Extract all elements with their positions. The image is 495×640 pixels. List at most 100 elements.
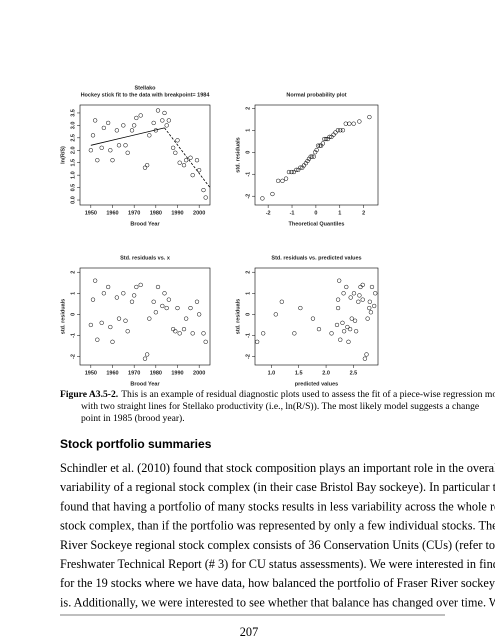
data-point xyxy=(347,121,352,126)
x-tick-label: 1.5 xyxy=(295,370,303,376)
data-point xyxy=(305,158,310,164)
data-point xyxy=(340,128,346,133)
data-point xyxy=(99,145,104,150)
data-point xyxy=(171,145,176,150)
data-point xyxy=(93,278,98,283)
paragraph-line: Schindler et al. (2010) found that stock… xyxy=(60,461,495,475)
data-point xyxy=(88,322,93,328)
data-point xyxy=(337,278,342,283)
data-point xyxy=(151,299,156,304)
data-point xyxy=(367,114,372,120)
data-point xyxy=(353,329,359,334)
data-point xyxy=(334,322,340,328)
data-point xyxy=(329,134,334,140)
data-point xyxy=(320,141,325,146)
data-point xyxy=(347,327,353,332)
section-title: Stock portfolio summaries xyxy=(60,437,212,451)
data-point xyxy=(346,339,351,344)
data-point xyxy=(177,331,182,336)
x-tick-label: 1990 xyxy=(171,370,183,376)
data-point xyxy=(121,291,126,296)
data-point xyxy=(121,123,126,128)
data-point xyxy=(145,163,150,168)
data-point xyxy=(101,125,106,131)
data-point xyxy=(116,143,122,148)
chart-subtitle: Hockey stick fit to the data with breakp… xyxy=(81,92,211,98)
plot-frame xyxy=(79,104,211,206)
data-point xyxy=(352,318,358,323)
y-tick-label: 0 xyxy=(245,151,251,154)
fit-line xyxy=(90,127,165,146)
data-point xyxy=(291,169,297,175)
chart: Std. residuals vs. predicted values 1.0 1.… xyxy=(235,255,379,387)
chart-title: Stellako xyxy=(134,85,156,91)
x-tick-label: 2 xyxy=(362,210,365,216)
x-tick-label: 1950 xyxy=(85,210,97,216)
data-point xyxy=(132,123,137,128)
data-point xyxy=(190,331,195,336)
x-tick-label: 2.5 xyxy=(350,370,358,376)
caption-line: Figure A3.5-2. This is an example of resi… xyxy=(60,389,495,400)
x-tick-label: 1960 xyxy=(106,210,118,216)
data-point xyxy=(273,312,278,317)
data-point xyxy=(315,143,321,148)
data-point xyxy=(367,305,372,311)
data-point xyxy=(373,291,378,296)
data-point xyxy=(329,331,334,336)
data-point xyxy=(283,176,289,181)
data-point xyxy=(194,158,200,163)
data-point xyxy=(357,119,362,124)
data-point xyxy=(296,167,301,172)
x-tick-label: 2000 xyxy=(193,210,205,216)
data-point xyxy=(289,169,294,175)
data-point xyxy=(95,337,100,342)
y-tick-label: 0.0 xyxy=(70,196,76,204)
y-axis-label: ln(R/S) xyxy=(60,146,66,164)
data-point xyxy=(166,297,171,302)
caption-line: with two straight lines for Stellako pro… xyxy=(81,401,479,412)
data-point xyxy=(360,297,365,302)
x-axis-label: Brood Year xyxy=(130,221,160,227)
paragraph-line: stock complex, than if the portfolio was… xyxy=(60,519,495,533)
chart: Normal probability plot -2 -1 0 1 2 -2 -1 0 1 2 The… xyxy=(235,92,379,227)
data-point xyxy=(314,147,319,153)
data-point xyxy=(164,305,169,311)
y-tick-label: 0 xyxy=(70,313,76,316)
data-point xyxy=(93,118,98,123)
data-point xyxy=(90,297,96,302)
data-point xyxy=(317,143,322,148)
chart-title: Std. residuals vs. predicted values xyxy=(271,255,361,261)
data-point xyxy=(153,310,158,315)
data-point xyxy=(99,320,104,325)
fit-line xyxy=(164,127,211,188)
data-point xyxy=(367,299,372,304)
data-point xyxy=(184,158,189,163)
y-tick-label: 1 xyxy=(245,129,251,132)
data-point xyxy=(270,191,275,197)
data-point xyxy=(194,299,200,304)
data-point xyxy=(368,310,374,315)
data-point xyxy=(349,316,354,321)
data-point xyxy=(162,110,167,116)
x-tick-label: 0 xyxy=(314,210,317,216)
data-point xyxy=(360,282,365,288)
data-point xyxy=(166,118,171,123)
data-point xyxy=(129,128,135,133)
data-point xyxy=(292,331,297,336)
chart-title: Normal probability plot xyxy=(286,92,346,98)
data-point xyxy=(338,337,343,342)
data-point xyxy=(365,316,370,321)
data-point xyxy=(261,331,266,336)
x-tick-label: 1980 xyxy=(150,210,162,216)
x-tick-label: 1.0 xyxy=(268,370,276,376)
data-point xyxy=(308,154,313,159)
y-tick-label: 2 xyxy=(245,107,251,110)
x-tick-label: 1970 xyxy=(128,210,140,216)
data-point xyxy=(123,318,128,323)
x-tick-label: -1 xyxy=(290,210,295,216)
data-point xyxy=(190,172,195,178)
data-point xyxy=(357,293,362,298)
data-point xyxy=(114,128,119,133)
